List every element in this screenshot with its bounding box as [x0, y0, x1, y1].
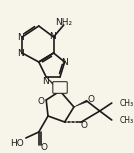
- Text: O: O: [41, 142, 48, 151]
- Text: O: O: [81, 121, 88, 131]
- Text: CH₃: CH₃: [119, 99, 133, 108]
- Text: CH₃: CH₃: [119, 116, 133, 125]
- Text: N: N: [61, 58, 68, 67]
- Text: HO: HO: [10, 138, 23, 147]
- Text: Abs: Abs: [55, 86, 66, 91]
- Text: N: N: [49, 32, 56, 41]
- Text: O: O: [88, 95, 95, 103]
- FancyBboxPatch shape: [53, 82, 67, 93]
- Polygon shape: [46, 77, 61, 92]
- Polygon shape: [74, 100, 87, 107]
- Text: N: N: [17, 49, 24, 58]
- Text: O: O: [37, 97, 44, 106]
- Text: NH₂: NH₂: [55, 17, 72, 26]
- Text: N: N: [17, 32, 24, 41]
- Text: N: N: [42, 76, 49, 86]
